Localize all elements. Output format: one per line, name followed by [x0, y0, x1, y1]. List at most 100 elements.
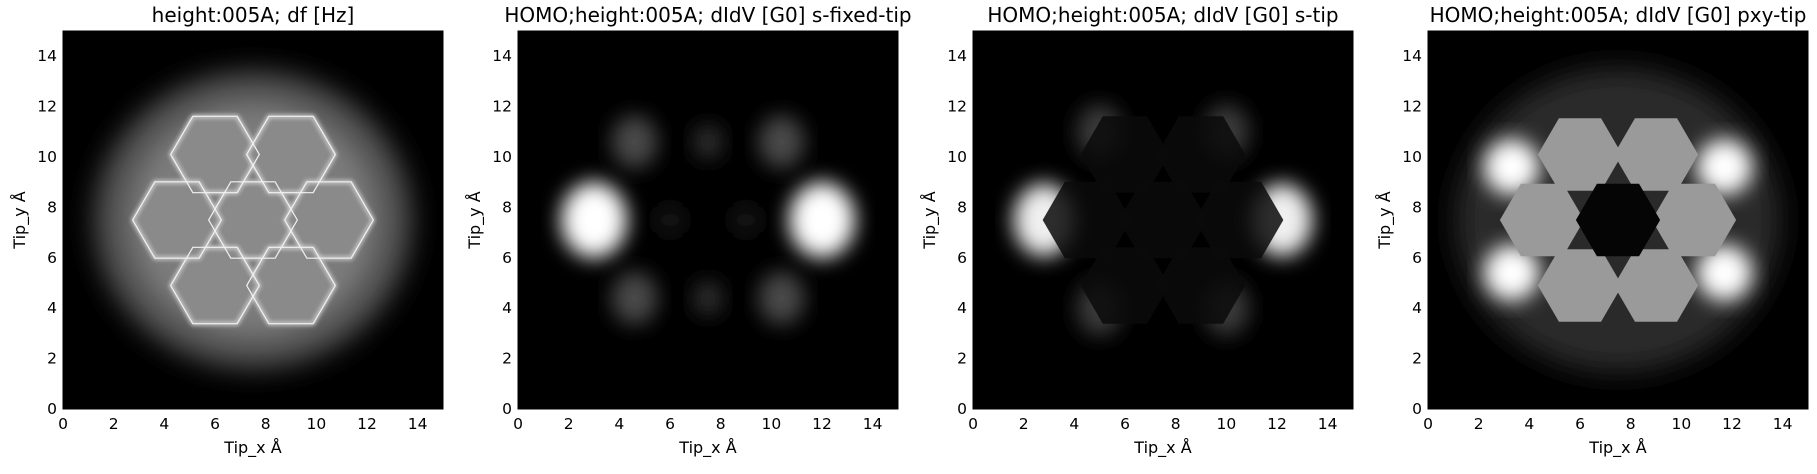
y-tick-label: 4: [1412, 299, 1422, 317]
orbital-lobe-8: [692, 280, 724, 316]
chart-panel-1: height:005A; df [Hz] 0 2 4 6 8 10 12 14 0 2 4 6 8 10 12…: [10, 3, 444, 458]
bright-lobe-1: [1483, 139, 1540, 195]
y-tick-label: 10: [37, 148, 57, 166]
bright-lobe-2: [1696, 139, 1753, 195]
y-tick-label: 14: [492, 47, 512, 65]
hexagon-mask-6: [1080, 247, 1170, 324]
y-tick-label: 6: [47, 249, 57, 267]
orbital-lobe-10: [733, 205, 759, 235]
plot-frame: [62, 30, 444, 410]
hexagon-edge-2: [169, 115, 261, 194]
hexagon-ring-1: [1537, 118, 1623, 191]
y-tick-label: 14: [1402, 47, 1422, 65]
x-tick-label: 2: [1474, 415, 1484, 433]
orbital-lobe-5: [611, 271, 658, 325]
x-tick-label: 8: [1171, 415, 1181, 433]
chart-panel-4: HOMO;height:005A; dIdV [G0] pxy-tip 0 2 4 6 8…: [1375, 3, 1809, 458]
hexagon-mask-1: [1118, 181, 1208, 259]
x-axis-label: Tip_x Å: [223, 438, 281, 458]
x-tick-label: 0: [58, 415, 68, 433]
y-tick-label: 4: [502, 299, 512, 317]
y-tick-label: 14: [947, 47, 967, 65]
center-hexagon: [1575, 183, 1661, 257]
x-tick-label: 14: [1773, 415, 1793, 433]
plot-frame: [972, 30, 1354, 410]
hexagon-edge-3: [245, 115, 337, 194]
hexagon-mask-3: [1156, 116, 1246, 193]
y-tick-label: 4: [47, 299, 57, 317]
orbital-lobe-3: [611, 115, 658, 169]
y-tick-label: 4: [957, 299, 967, 317]
bright-lobe-4: [1696, 245, 1753, 301]
x-tick-label: 6: [1575, 415, 1585, 433]
y-axis-label: Tip_y Å: [10, 191, 30, 249]
x-axis-label: Tip_x Å: [678, 438, 736, 458]
hexagon-edge-7: [131, 181, 223, 259]
heatmap-image: [1013, 104, 1313, 336]
x-tick-label: 10: [1216, 415, 1236, 433]
chart-title: HOMO;height:005A; dIdV [G0] s-fixed-tip: [504, 3, 911, 27]
hexagon-mask-2: [1080, 116, 1170, 193]
orbital-lobe-7: [692, 124, 724, 160]
y-axis-label: Tip_y Å: [1375, 191, 1395, 249]
y-tick-label: 6: [502, 249, 512, 267]
x-tick-label: 4: [159, 415, 169, 433]
y-tick-label: 8: [47, 198, 57, 216]
x-tick-label: 6: [210, 415, 220, 433]
y-axis-label: Tip_y Å: [920, 191, 940, 249]
y-tick-label: 10: [1402, 148, 1422, 166]
y-tick-label: 10: [492, 148, 512, 166]
hexagon-edge-6: [169, 246, 261, 325]
x-axis-label: Tip_x Å: [1588, 438, 1646, 458]
hexagon-edge-5: [245, 246, 337, 325]
x-tick-label: 12: [1267, 415, 1287, 433]
chart-panel-3: HOMO;height:005A; dIdV [G0] s-tip 0 2 4 6 8 10…: [920, 3, 1354, 458]
x-tick-label: 2: [564, 415, 574, 433]
hexagon-ring-2: [1613, 118, 1699, 191]
x-tick-label: 12: [1722, 415, 1742, 433]
y-tick-label: 6: [1412, 249, 1422, 267]
hexagon-ring-5: [1537, 249, 1623, 322]
x-tick-label: 8: [261, 415, 271, 433]
x-tick-label: 2: [109, 415, 119, 433]
y-tick-label: 12: [492, 98, 512, 116]
x-tick-label: 10: [306, 415, 326, 433]
x-tick-label: 10: [1671, 415, 1691, 433]
orbital-lobe-9: [657, 205, 683, 235]
hexagon-ring-6: [1499, 183, 1585, 257]
y-tick-label: 0: [502, 400, 512, 418]
x-tick-label: 8: [716, 415, 726, 433]
y-tick-label: 2: [502, 350, 512, 368]
y-axis-label: Tip_y Å: [465, 191, 485, 249]
y-tick-label: 0: [47, 400, 57, 418]
y-tick-label: 8: [1412, 198, 1422, 216]
x-tick-label: 6: [665, 415, 675, 433]
y-tick-label: 12: [37, 98, 57, 116]
x-tick-label: 4: [614, 415, 624, 433]
chart-title: HOMO;height:005A; dIdV [G0] pxy-tip: [1430, 3, 1807, 27]
y-tick-label: 2: [1412, 350, 1422, 368]
heatmap-image: [1455, 68, 1781, 372]
y-tick-label: 2: [957, 350, 967, 368]
bright-lobe-3: [1483, 245, 1540, 301]
x-tick-label: 0: [513, 415, 523, 433]
x-tick-label: 10: [761, 415, 781, 433]
hexagon-edge-1: [207, 181, 299, 259]
x-tick-label: 4: [1524, 415, 1534, 433]
chart-title: height:005A; df [Hz]: [152, 3, 355, 27]
orbital-lobe-4: [758, 115, 805, 169]
x-tick-label: 14: [1318, 415, 1338, 433]
heatmap-image: [95, 73, 411, 367]
orbital-lobe-6: [758, 271, 805, 325]
orbital-lobe-1: [561, 182, 627, 258]
y-tick-label: 6: [957, 249, 967, 267]
x-tick-label: 2: [1019, 415, 1029, 433]
x-axis-label: Tip_x Å: [1133, 438, 1191, 458]
x-tick-label: 12: [357, 415, 377, 433]
x-tick-label: 4: [1069, 415, 1079, 433]
y-tick-label: 8: [502, 198, 512, 216]
x-tick-label: 14: [408, 415, 428, 433]
x-tick-label: 0: [1423, 415, 1433, 433]
y-tick-label: 2: [47, 350, 57, 368]
